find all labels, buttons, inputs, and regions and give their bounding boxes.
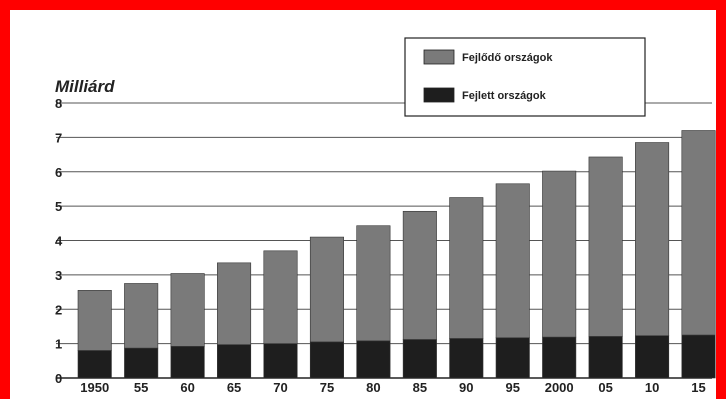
legend-swatch bbox=[423, 49, 455, 65]
x-tick-label: 85 bbox=[413, 380, 427, 395]
bar-developed-75 bbox=[309, 341, 344, 379]
x-tick-label: 70 bbox=[273, 380, 287, 395]
x-tick-label: 15 bbox=[691, 380, 705, 395]
bar-developing-85 bbox=[402, 210, 437, 340]
x-tick-labels: 1950 55 60 65 70 75 80 85 90 95 2000 05 10 15 bbox=[80, 380, 706, 395]
x-tick-label: 55 bbox=[134, 380, 148, 395]
y-axis-title: Milliárd bbox=[55, 77, 115, 96]
bar-developed-70 bbox=[263, 343, 298, 379]
bar-developed-60 bbox=[170, 346, 205, 379]
x-tick-label: 80 bbox=[366, 380, 380, 395]
bar-developed-10 bbox=[635, 335, 670, 379]
bar-developing-70 bbox=[263, 250, 298, 344]
x-tick-label: 2000 bbox=[545, 380, 574, 395]
bar-developed-05 bbox=[588, 336, 623, 379]
legend-label: Fejlődő országok bbox=[462, 52, 553, 64]
x-tick-label: 05 bbox=[598, 380, 612, 395]
y-tick-label: 4 bbox=[55, 234, 63, 249]
bar-developing-65 bbox=[217, 262, 252, 345]
bar-developed-85 bbox=[402, 339, 437, 379]
x-tick-label: 90 bbox=[459, 380, 473, 395]
x-tick-label: 95 bbox=[506, 380, 520, 395]
legend: Fejlődő országok Fejlett országok bbox=[404, 37, 646, 117]
bar-developing-95 bbox=[495, 183, 530, 339]
bar-developing-05 bbox=[588, 156, 623, 337]
bar-developing-10 bbox=[635, 142, 670, 337]
y-tick-label: 5 bbox=[55, 199, 62, 214]
bar-developing-1950 bbox=[77, 290, 112, 351]
x-tick-label: 60 bbox=[180, 380, 194, 395]
bar-developed-2000 bbox=[542, 336, 577, 379]
bar-developing-15 bbox=[681, 130, 716, 336]
bar-developed-80 bbox=[356, 340, 391, 379]
bar-developing-75 bbox=[309, 236, 344, 343]
x-tick-label: 75 bbox=[320, 380, 334, 395]
y-tick-label: 3 bbox=[55, 268, 62, 283]
y-tick-label: 7 bbox=[55, 130, 62, 145]
y-tick-label: 8 bbox=[55, 96, 62, 111]
bar-developed-90 bbox=[449, 338, 484, 379]
y-tick-label: 2 bbox=[55, 302, 62, 317]
bar-developing-55 bbox=[124, 283, 159, 349]
legend-label: Fejlett országok bbox=[462, 90, 547, 102]
bar-developed-95 bbox=[495, 337, 530, 379]
bar-developing-2000 bbox=[542, 170, 577, 338]
y-tick-label: 0 bbox=[55, 371, 62, 386]
x-tick-label: 1950 bbox=[80, 380, 109, 395]
axes: Milliárd bbox=[55, 77, 115, 96]
bar-developing-80 bbox=[356, 225, 391, 342]
bar-developing-90 bbox=[449, 197, 484, 339]
legend-swatch bbox=[423, 87, 455, 103]
bar-developed-65 bbox=[217, 344, 252, 379]
y-tick-label: 6 bbox=[55, 165, 62, 180]
x-tick-label: 10 bbox=[645, 380, 659, 395]
bar-developed-55 bbox=[124, 347, 159, 379]
bar-developed-15 bbox=[681, 334, 716, 379]
y-tick-labels: 0 1 2 3 4 5 6 7 8 bbox=[55, 96, 63, 386]
bars bbox=[77, 130, 716, 379]
y-tick-label: 1 bbox=[55, 337, 62, 352]
bar-developing-60 bbox=[170, 273, 205, 347]
bar-developed-1950 bbox=[77, 350, 112, 379]
x-tick-label: 65 bbox=[227, 380, 241, 395]
